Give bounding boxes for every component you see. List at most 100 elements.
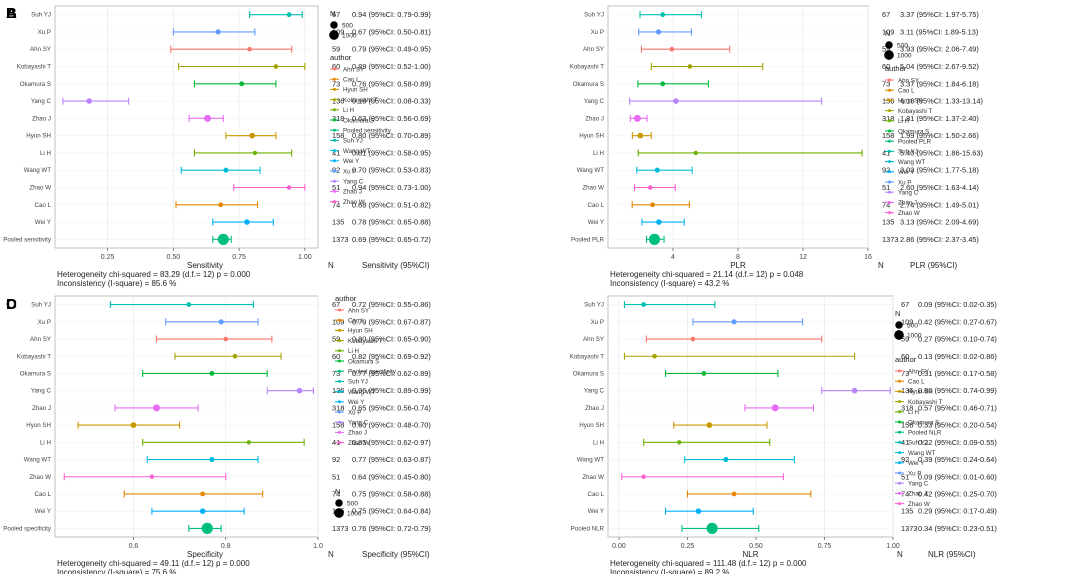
row-author-label: Xu P xyxy=(38,319,51,326)
legend-entry-kobayashi-t: Kobayashi T xyxy=(898,108,933,115)
row-ci-text: 3.13 (95%CI: 2.09-4.69) xyxy=(900,218,979,227)
author-legend: author Ahn SY Cao L Hyun SH Kobayashi T Li H O… xyxy=(330,53,392,206)
forest-row-zhao-w: Zhao W 51 0.09 (95%CI: 0.01-0.60) xyxy=(582,472,997,481)
row-ci-text: 0.67 (95%CI: 0.50-0.81) xyxy=(352,27,431,36)
x-tick-label: 16 xyxy=(864,254,872,261)
author-legend-title: author xyxy=(895,355,917,364)
forest-row-hyun-sh: Hyun SH 158 0.80 (95%CI: 0.70-0.89) xyxy=(26,131,431,140)
forest-row-cao-l: Cao L 74 0.68 (95%CI: 0.51-0.82) xyxy=(34,200,430,209)
size-legend-title: N xyxy=(335,487,340,496)
forest-row-zhao-j: Zhao J 318 0.65 (95%CI: 0.56-0.74) xyxy=(32,403,431,412)
x-axis-label: NLR xyxy=(742,550,758,559)
row-ci-text: 0.31 (95%CI: 0.17-0.58) xyxy=(918,369,997,378)
row-ci-text: 2.86 (95%CI: 2.37-3.45) xyxy=(900,235,979,244)
forest-row-li-h: Li H 41 0.81 (95%CI: 0.58-0.95) xyxy=(40,148,431,157)
row-author-label: Wei Y xyxy=(588,219,604,226)
legend-key-dot xyxy=(338,369,341,373)
row-n-value: 158 xyxy=(882,131,894,140)
legend-key-dot xyxy=(333,118,336,122)
row-ci-text: 4.18 (95%CI: 1.33-13.14) xyxy=(900,97,983,106)
legend-key-dot xyxy=(888,190,891,194)
row-ci-text: 0.09 (95%CI: 0.01-0.60) xyxy=(918,472,997,481)
size-legend-dot xyxy=(894,330,904,340)
legend-entry-zhao-w: Zhao W xyxy=(348,440,370,447)
legend-entry-pooled-sensitivity: Pooled sensitivity xyxy=(343,128,392,135)
point-estimate xyxy=(239,81,245,87)
row-n-value: 109 xyxy=(882,27,894,36)
row-n-value: 1373 xyxy=(901,524,917,533)
size-legend-dot xyxy=(885,41,893,49)
forest-row-li-h: Li H 41 5.40 (95%CI: 1.86-15.63) xyxy=(593,148,983,157)
forest-row-wei-y: Wei Y 135 0.29 (95%CI: 0.17-0.49) xyxy=(588,507,997,516)
point-estimate xyxy=(687,64,693,69)
heterogeneity-text: Heterogeneity chi-squared = 111.48 (d.f.… xyxy=(610,559,807,568)
row-ci-text: 0.89 (95%CI: 0.52-1.00) xyxy=(352,62,431,71)
row-ci-text: 3.03 (95%CI: 1.77-5.18) xyxy=(900,166,979,175)
x-tick-label: 0.25 xyxy=(101,254,115,261)
point-estimate xyxy=(633,114,641,122)
legend-entry-suh-yj: Suh YJ xyxy=(908,440,928,447)
forest-row-suh-yj: Suh YJ 67 0.72 (95%CI: 0.55-0.86) xyxy=(31,300,431,309)
legend-key-dot xyxy=(338,390,341,394)
row-author-label: Wang WT xyxy=(24,167,51,174)
point-estimate xyxy=(677,440,682,445)
row-n-value: 59 xyxy=(332,335,340,344)
point-estimate xyxy=(149,474,155,479)
n-column-header: N xyxy=(328,261,334,270)
row-n-value: 51 xyxy=(901,472,909,481)
inconsistency-text: Inconsistency (I-square) = 43.2 % xyxy=(610,279,729,288)
author-legend-title: author xyxy=(330,53,352,62)
size-legend-title: N xyxy=(895,309,900,318)
inconsistency-text: Inconsistency (I-square) = 89.2 % xyxy=(610,568,729,574)
size-legend-dot xyxy=(335,499,343,507)
legend-key-dot xyxy=(333,138,336,142)
row-n-value: 67 xyxy=(901,300,909,309)
x-tick-label: 8 xyxy=(736,254,740,261)
row-n-value: 135 xyxy=(901,507,913,516)
row-author-label: Li H xyxy=(593,439,604,446)
legend-key-dot xyxy=(338,441,341,445)
forest-row-xu-p: Xu P 109 0.42 (95%CI: 0.27-0.67) xyxy=(591,317,997,326)
author-legend: author Ahn SY Cao L Hyun SH Kobayashi T Li H O… xyxy=(895,355,943,508)
point-estimate xyxy=(731,319,737,325)
point-estimate xyxy=(296,387,303,394)
legend-key-dot xyxy=(333,169,336,173)
row-ci-text: 0.13 (95%CI: 0.02-0.86) xyxy=(918,352,997,361)
panel-letter: A xyxy=(6,5,17,22)
row-n-value: 73 xyxy=(332,79,340,88)
point-estimate xyxy=(673,98,679,104)
size-legend-label: 500 xyxy=(347,501,358,508)
row-n-value: 158 xyxy=(332,131,344,140)
x-tick-label: 0.75 xyxy=(818,543,832,550)
legend-key-dot xyxy=(898,389,901,393)
row-author-label: Xu P xyxy=(591,29,604,36)
point-estimate xyxy=(654,167,660,173)
row-n-value: 92 xyxy=(332,166,340,175)
size-legend-label: 500 xyxy=(907,323,918,330)
forest-row-yang-c: Yang C 136 0.96 (95%CI: 0.89-0.99) xyxy=(31,386,431,395)
row-ci-text: 5.40 (95%CI: 1.86-15.63) xyxy=(900,148,983,157)
legend-entry-wang-wt: Wang WT xyxy=(348,389,375,396)
forest-row-zhao-j: Zhao J 318 0.57 (95%CI: 0.46-0.71) xyxy=(585,403,997,412)
forest-row-ahn-sy: Ahn SY 59 3.93 (95%CI: 2.06-7.49) xyxy=(583,45,979,54)
row-ci-text: 0.96 (95%CI: 0.89-0.99) xyxy=(352,386,431,395)
row-ci-text: 0.39 (95%CI: 0.24-0.64) xyxy=(918,455,997,464)
legend-key-dot xyxy=(898,451,901,455)
legend-key-dot xyxy=(333,77,336,81)
x-tick-label: 12 xyxy=(799,254,807,261)
row-author-label: Cao L xyxy=(34,202,51,209)
inconsistency-text: Inconsistency (I-square) = 85.6 % xyxy=(57,279,176,288)
x-tick-label: 1.0 xyxy=(313,543,323,550)
legend-entry-suh-yj: Suh YJ xyxy=(898,149,918,156)
row-ci-text: 0.77 (95%CI: 0.62-0.89) xyxy=(352,369,431,378)
row-n-value: 318 xyxy=(882,114,894,123)
legend-entry-ahn-sy: Ahn SY xyxy=(898,77,919,84)
row-n-value: 51 xyxy=(882,183,890,192)
row-n-value: 136 xyxy=(332,97,344,106)
row-ci-text: 0.64 (95%CI: 0.45-0.80) xyxy=(352,472,431,481)
row-author-label: Yang C xyxy=(31,388,52,395)
row-ci-text: 0.57 (95%CI: 0.46-0.71) xyxy=(918,403,997,412)
point-estimate xyxy=(655,29,662,35)
row-author-label: Okamura S xyxy=(573,81,604,88)
legend-key-dot xyxy=(338,308,341,312)
